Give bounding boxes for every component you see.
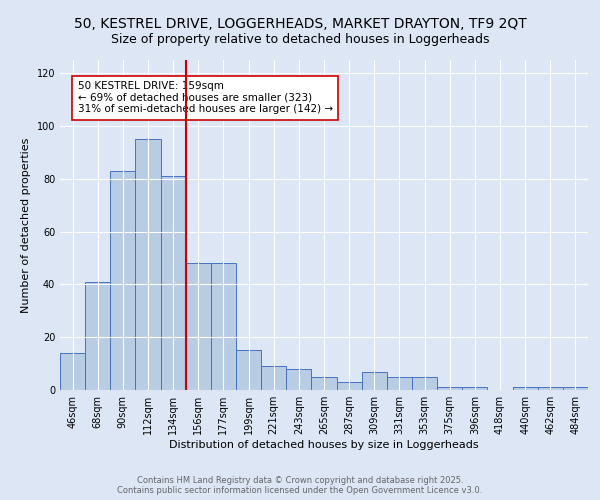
Text: 50, KESTREL DRIVE, LOGGERHEADS, MARKET DRAYTON, TF9 2QT: 50, KESTREL DRIVE, LOGGERHEADS, MARKET D… — [74, 18, 526, 32]
Bar — [462, 388, 487, 390]
Bar — [362, 372, 387, 390]
Bar — [337, 382, 362, 390]
Bar — [512, 388, 538, 390]
Bar — [412, 377, 437, 390]
Bar — [236, 350, 261, 390]
Bar — [311, 377, 337, 390]
Bar — [387, 377, 412, 390]
Bar — [261, 366, 286, 390]
Text: 50 KESTREL DRIVE: 159sqm
← 69% of detached houses are smaller (323)
31% of semi-: 50 KESTREL DRIVE: 159sqm ← 69% of detach… — [77, 81, 333, 114]
Bar — [85, 282, 110, 390]
Bar — [60, 353, 85, 390]
Text: Contains HM Land Registry data © Crown copyright and database right 2025.
Contai: Contains HM Land Registry data © Crown c… — [118, 476, 482, 495]
Bar — [186, 264, 211, 390]
Bar — [563, 388, 588, 390]
Y-axis label: Number of detached properties: Number of detached properties — [21, 138, 31, 312]
X-axis label: Distribution of detached houses by size in Loggerheads: Distribution of detached houses by size … — [169, 440, 479, 450]
Text: Size of property relative to detached houses in Loggerheads: Size of property relative to detached ho… — [111, 32, 489, 46]
Bar — [538, 388, 563, 390]
Bar — [211, 264, 236, 390]
Bar — [136, 139, 161, 390]
Bar — [110, 171, 136, 390]
Bar — [161, 176, 186, 390]
Bar — [437, 388, 462, 390]
Bar — [286, 369, 311, 390]
